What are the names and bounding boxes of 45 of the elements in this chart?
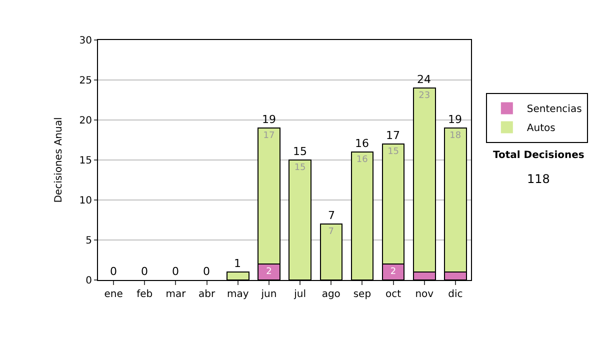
- x-tick-label: sep: [353, 289, 372, 300]
- y-tick-label: 30: [79, 36, 92, 46]
- total-label: 19: [448, 113, 462, 126]
- x-tick-label: jun: [260, 289, 277, 300]
- data-label: 7: [328, 227, 334, 237]
- text: 118: [527, 172, 550, 186]
- legend-label: Autos: [526, 123, 556, 134]
- x-tick-label: ene: [104, 289, 123, 300]
- data-label: 17: [263, 131, 275, 141]
- x-tick-label: jul: [293, 289, 306, 300]
- y-tick-label: 15: [79, 156, 92, 166]
- legend-label: Sentencias: [526, 104, 582, 116]
- total-label: 0: [172, 265, 179, 278]
- data-label: 2: [266, 267, 272, 277]
- x-tick-label: oct: [386, 289, 402, 300]
- total-label: 16: [355, 137, 369, 150]
- x-tick-label: may: [226, 289, 249, 300]
- total-label: 24: [417, 73, 431, 86]
- total-label: 17: [386, 129, 400, 142]
- total-label: 1: [234, 257, 241, 270]
- y-tick-label: 10: [79, 196, 92, 206]
- data-label: 16: [356, 155, 368, 165]
- total-label: 0: [141, 265, 148, 278]
- data-label: 23: [418, 91, 430, 101]
- text: Total Decisiones: [493, 150, 584, 161]
- x-tick-label: abr: [198, 289, 216, 300]
- x-tick-label: feb: [136, 289, 153, 300]
- total-label: 7: [328, 209, 335, 222]
- data-label: 15: [294, 163, 306, 173]
- total-label: 19: [262, 113, 276, 126]
- data-label: 15: [388, 147, 400, 157]
- y-axis-title: Decisiones Anual: [53, 117, 64, 203]
- x-tick-label: ago: [322, 289, 340, 300]
- total-label: 0: [110, 265, 117, 278]
- total-label: 15: [293, 145, 307, 158]
- y-tick-label: 5: [86, 236, 92, 246]
- x-tick-label: dic: [448, 289, 463, 300]
- x-tick-label: mar: [166, 289, 187, 300]
- x-tick-label: nov: [415, 289, 434, 300]
- data-label: 2: [390, 267, 396, 277]
- total-label: 0: [203, 265, 210, 278]
- data-label: 18: [450, 131, 462, 141]
- y-tick-label: 20: [79, 116, 92, 126]
- y-tick-label: 25: [79, 76, 92, 86]
- y-tick-label: 0: [86, 276, 92, 286]
